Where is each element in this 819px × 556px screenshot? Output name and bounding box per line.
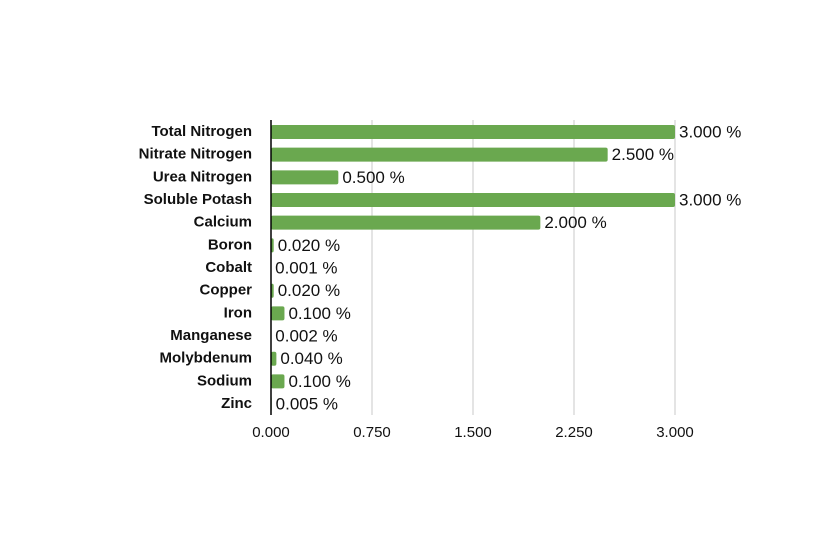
- x-tick-label: 0.750: [353, 424, 391, 441]
- category-label: Molybdenum: [160, 350, 253, 367]
- bar: [271, 215, 541, 230]
- category-label: Manganese: [170, 327, 252, 344]
- bar: [271, 374, 285, 389]
- category-label: Zinc: [221, 395, 252, 412]
- value-label: 0.005 %: [276, 395, 338, 414]
- category-label: Cobalt: [205, 259, 252, 276]
- value-label: 0.100 %: [288, 304, 350, 323]
- bar: [271, 147, 608, 162]
- category-label: Boron: [208, 236, 252, 253]
- value-label: 0.002 %: [275, 327, 337, 346]
- bar: [271, 125, 675, 139]
- category-label: Calcium: [194, 214, 252, 231]
- category-label: Sodium: [197, 372, 252, 389]
- value-label: 0.020 %: [278, 236, 340, 255]
- category-label: Copper: [200, 282, 253, 299]
- value-label: 2.000 %: [544, 213, 606, 232]
- bar: [271, 351, 277, 366]
- category-label: Iron: [224, 304, 252, 321]
- value-label: 0.500 %: [342, 168, 404, 187]
- x-tick-label: 2.250: [555, 424, 593, 441]
- value-label: 0.020 %: [278, 281, 340, 300]
- bar: [271, 193, 675, 208]
- bar: [271, 170, 339, 185]
- value-label: 3.000 %: [679, 190, 741, 209]
- category-label: Total Nitrogen: [151, 123, 252, 140]
- value-label: 2.500 %: [612, 145, 674, 164]
- bar: [271, 306, 285, 321]
- value-label: 0.100 %: [288, 372, 350, 391]
- x-tick-label: 3.000: [656, 424, 694, 441]
- x-tick-label: 1.500: [454, 424, 492, 441]
- category-label: Nitrate Nitrogen: [139, 146, 252, 163]
- x-tick-label: 0.000: [252, 424, 290, 441]
- value-label: 0.001 %: [275, 259, 337, 278]
- value-label: 3.000 %: [679, 122, 741, 141]
- category-label: Urea Nitrogen: [153, 168, 252, 185]
- category-label: Soluble Potash: [144, 191, 252, 208]
- value-label: 0.040 %: [280, 349, 342, 368]
